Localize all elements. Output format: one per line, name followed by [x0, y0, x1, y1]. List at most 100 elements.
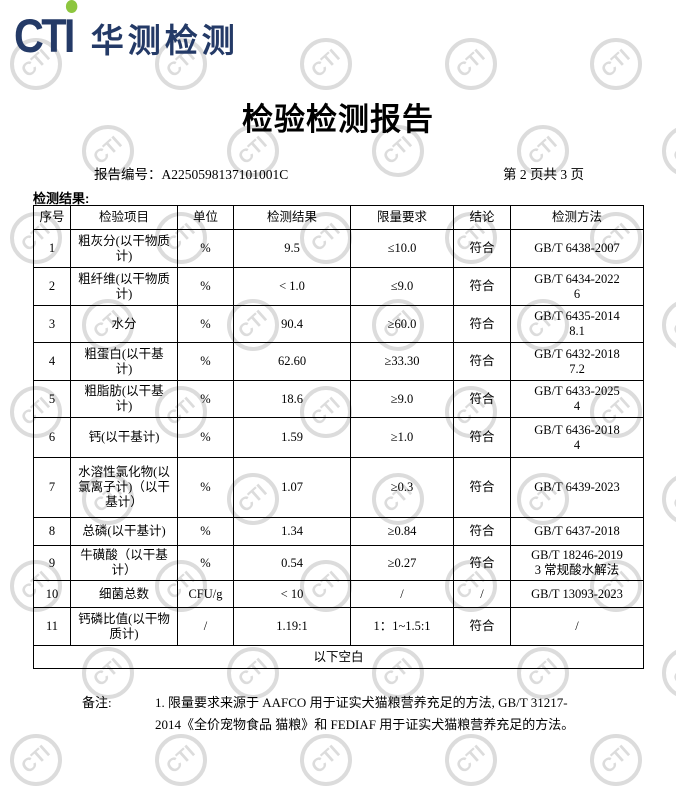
remarks-line-2: 2014《全价宠物食品 猫粮》和 FEDIAF 用于证实犬猫粮营养充足的方法。: [155, 717, 575, 732]
test-result-cell: 18.6: [233, 380, 351, 418]
cti-watermark-icon: CTI: [590, 734, 642, 786]
cti-watermark-icon: CTI: [445, 734, 497, 786]
row-number-cell: 6: [33, 417, 71, 458]
unit-cell: %: [177, 545, 234, 581]
logo-green-dot-icon: [65, 0, 78, 13]
table-row: 3 水分% 90.4 ≥60.0 符合 GB/T 6435-2014 8.1: [33, 305, 644, 343]
row-number-cell: 9: [33, 545, 71, 581]
cti-watermark-icon: CTI: [300, 734, 352, 786]
cti-logo-chinese: 华测检测: [90, 22, 239, 59]
limit-requirement-cell: ≤10.0: [350, 229, 454, 268]
column-header: 限量要求: [350, 205, 454, 230]
limit-requirement-cell: ≥0.3: [350, 457, 454, 518]
conclusion-cell: 符合: [453, 229, 511, 268]
test-result-cell: 1.07: [233, 457, 351, 518]
limit-requirement-cell: ≥9.0: [350, 380, 454, 418]
cti-watermark-icon: CTI: [10, 38, 62, 90]
results-table: 序号 检验项目 单位 检测结果 限量要求 结论 检测方法 1 粗灰分(以干物质 计)% 9.5 ≤1…: [33, 205, 644, 669]
unit-cell: %: [177, 305, 234, 343]
test-method-cell: GB/T 6435-2014 8.1: [510, 305, 644, 343]
column-header: 序号: [33, 205, 71, 230]
limit-requirement-cell: ≥1.0: [350, 417, 454, 458]
test-method-cell: GB/T 6433-2025 4: [510, 380, 644, 418]
row-number-cell: 8: [33, 517, 71, 546]
table-row: 9 牛磺酸（以干基 计）% 0.54 ≥0.27 符合 GB/T 18246-2019 3 常…: [33, 545, 644, 581]
column-header: 检测结果: [233, 205, 351, 230]
limit-requirement-cell: ≥33.30: [350, 342, 454, 381]
page-indicator: 第 2 页共 3 页: [503, 167, 584, 182]
test-item-cell: 总磷(以干基计): [70, 517, 178, 546]
test-result-cell: 1.34: [233, 517, 351, 546]
conclusion-cell: /: [453, 580, 511, 608]
test-item-cell: 牛磺酸（以干基 计）: [70, 545, 178, 581]
unit-cell: CFU/g: [177, 580, 234, 608]
table-header-row: 序号 检验项目 单位 检测结果 限量要求 结论 检测方法: [33, 205, 644, 230]
cti-watermark-icon: CTI: [227, 125, 279, 177]
test-item-cell: 水分: [70, 305, 178, 343]
test-item-cell: 粗纤维(以干物质 计): [70, 267, 178, 306]
unit-cell: %: [177, 380, 234, 418]
test-method-cell: GB/T 6437-2018: [510, 517, 644, 546]
cti-logo-latin: CT I: [14, 0, 78, 62]
conclusion-cell: 符合: [453, 342, 511, 381]
test-result-cell: 1.19:1: [233, 607, 351, 646]
test-method-cell: GB/T 18246-2019 3 常规酸水解法: [510, 545, 644, 581]
test-item-cell: 粗灰分(以干物质 计): [70, 229, 178, 268]
column-header: 检测方法: [510, 205, 644, 230]
test-method-cell: /: [510, 607, 644, 646]
row-number-cell: 5: [33, 380, 71, 418]
cti-watermark-icon: CTI: [155, 38, 207, 90]
column-header: 单位: [177, 205, 234, 230]
cti-watermark-icon: CTI: [517, 125, 569, 177]
remarks-text: 1. 限量要求来源于 AAFCO 用于证实犬猫粮营养充足的方法, GB/T 31…: [155, 692, 633, 736]
test-result-cell: 0.54: [233, 545, 351, 581]
conclusion-cell: 符合: [453, 607, 511, 646]
test-method-cell: GB/T 6438-2007: [510, 229, 644, 268]
table-row: 2 粗纤维(以干物质 计)% < 1.0 ≤9.0 符合 GB/T 6434-2022 6: [33, 267, 644, 306]
table-row: 4 粗蛋白(以干基 计)% 62.60 ≥33.30 符合 GB/T 6432-2018 7.…: [33, 342, 644, 381]
cti-watermark-icon: CTI: [300, 38, 352, 90]
limit-requirement-cell: ≤9.0: [350, 267, 454, 306]
cti-logo-ct: CT: [14, 9, 66, 62]
unit-cell: %: [177, 457, 234, 518]
test-result-cell: < 1.0: [233, 267, 351, 306]
table-row: 11 钙磷比值(以干物 质计)/1.19:1 1：1~1.5:1 符合 /: [33, 607, 644, 646]
limit-requirement-cell: ≥60.0: [350, 305, 454, 343]
test-item-cell: 钙磷比值(以干物 质计): [70, 607, 178, 646]
row-number-cell: 7: [33, 457, 71, 518]
test-result-cell: < 10: [233, 580, 351, 608]
cti-logo-i: I: [64, 0, 78, 59]
test-item-cell: 水溶性氯化物(以 氯离子计)（以干 基计）: [70, 457, 178, 518]
test-item-cell: 粗蛋白(以干基 计): [70, 342, 178, 381]
table-row: 1 粗灰分(以干物质 计)% 9.5 ≤10.0 符合 GB/T 6438-2007: [33, 229, 644, 268]
conclusion-cell: 符合: [453, 380, 511, 418]
report-title: 检验检测报告: [242, 102, 434, 137]
report-number-value: A2250598137101001C: [161, 167, 289, 182]
cti-watermark-icon: CTI: [445, 38, 497, 90]
row-number-cell: 11: [33, 607, 71, 646]
unit-cell: /: [177, 607, 234, 646]
test-method-cell: GB/T 6436-2018 4: [510, 417, 644, 458]
limit-requirement-cell: 1：1~1.5:1: [350, 607, 454, 646]
test-method-cell: GB/T 6434-2022 6: [510, 267, 644, 306]
column-header: 结论: [453, 205, 511, 230]
table-row: 5 粗脂肪(以干基 计)% 18.6 ≥9.0 符合 GB/T 6433-2025 4: [33, 380, 644, 418]
row-number-cell: 10: [33, 580, 71, 608]
test-item-cell: 粗脂肪(以干基 计): [70, 380, 178, 418]
unit-cell: %: [177, 517, 234, 546]
test-method-cell: GB/T 6439-2023: [510, 457, 644, 518]
report-number: 报告编号：A2250598137101001C: [94, 163, 288, 183]
conclusion-cell: 符合: [453, 417, 511, 458]
row-number-cell: 1: [33, 229, 71, 268]
limit-requirement-cell: ≥0.27: [350, 545, 454, 581]
blank-below-label: 以下空白: [33, 645, 644, 669]
cti-watermark-icon: CTI: [590, 38, 642, 90]
column-header: 检验项目: [70, 205, 178, 230]
test-result-cell: 90.4: [233, 305, 351, 343]
test-item-cell: 细菌总数: [70, 580, 178, 608]
cti-watermark-icon: CTI: [372, 125, 424, 177]
conclusion-cell: 符合: [453, 545, 511, 581]
test-item-cell: 钙(以干基计): [70, 417, 178, 458]
limit-requirement-cell: /: [350, 580, 454, 608]
